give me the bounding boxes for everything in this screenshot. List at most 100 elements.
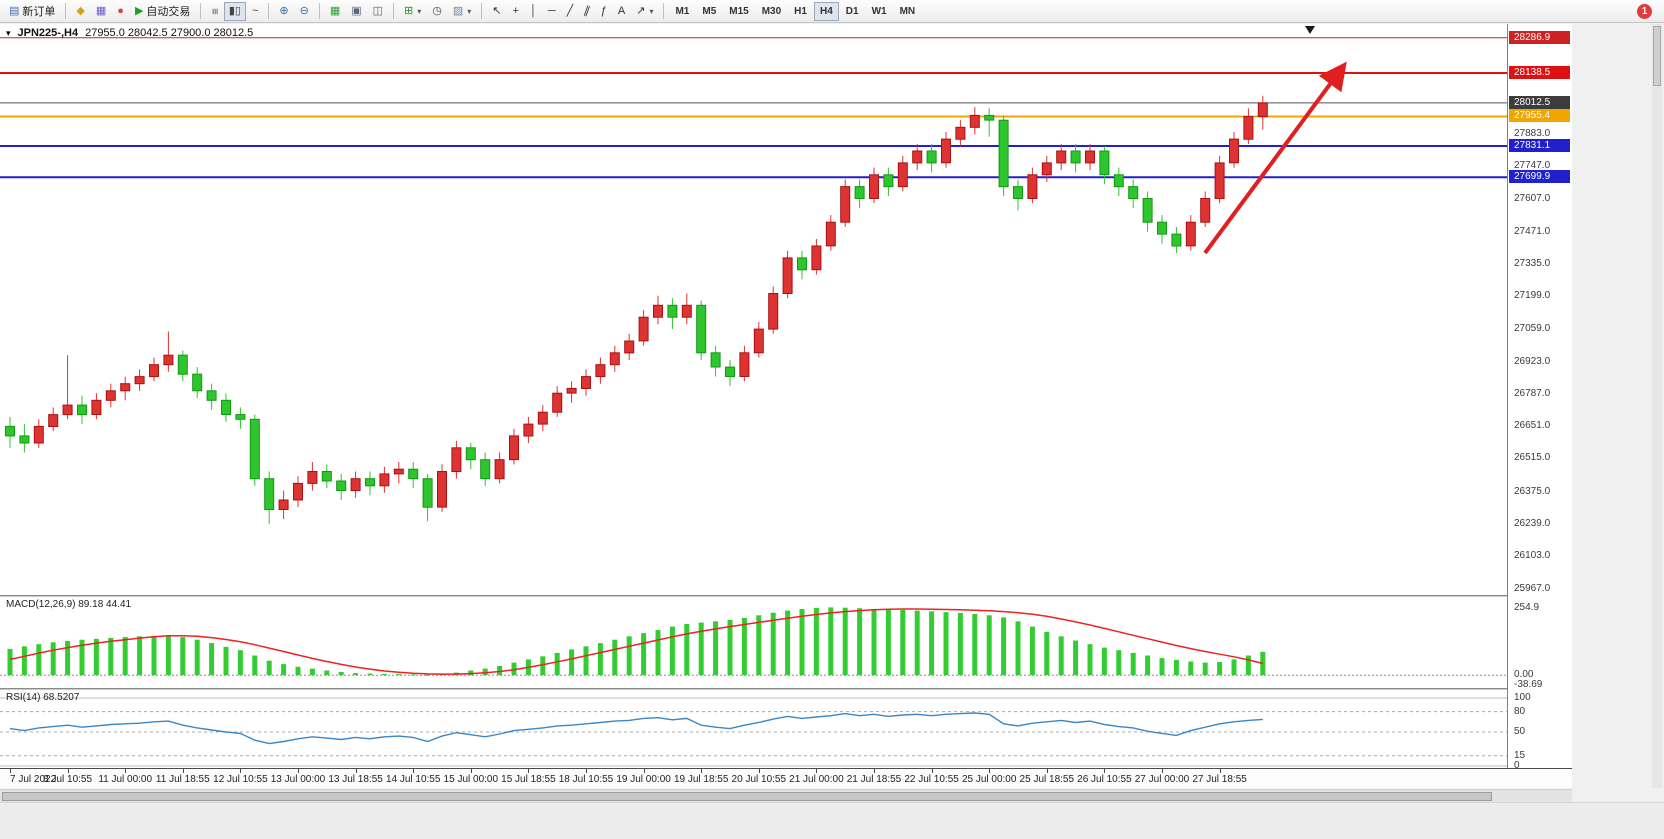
one-click-trading-toggle[interactable]: ▾	[6, 27, 11, 38]
timeframe-button-mn[interactable]: MN	[894, 2, 922, 21]
time-axis-label: 25 Jul 18:55	[1019, 774, 1075, 785]
timeframe-button-m15[interactable]: M15	[723, 2, 754, 21]
price-axis-label: 50	[1514, 726, 1526, 737]
timeframe-button-m1[interactable]: M1	[669, 2, 695, 21]
new-chart-button[interactable]: ⊞ ▾	[399, 2, 426, 21]
templates-icon: ▨	[452, 4, 464, 17]
pane-divider-rsi[interactable]	[0, 688, 1572, 690]
navigator-icon: ▦	[95, 4, 107, 17]
toolbar-separator	[200, 3, 202, 19]
time-axis-tick	[758, 769, 760, 773]
cursor-tool-icon: ↖	[492, 4, 502, 17]
price-axis-label: 26515.0	[1514, 452, 1551, 464]
vertical-scrollbar[interactable]	[1652, 24, 1662, 788]
timeframe-button-h4[interactable]: H4	[813, 1, 839, 21]
time-axis-tick	[1219, 769, 1221, 773]
mql5-community-button[interactable]: ●	[112, 2, 129, 21]
price-axis-label: 254.9	[1514, 602, 1540, 614]
horizontal-line-tool-button[interactable]: ─	[543, 2, 561, 21]
bar-chart-button[interactable]: ≡	[206, 2, 222, 21]
cursor-tool-button[interactable]: ↖	[487, 2, 506, 21]
pane-divider-macd[interactable]	[0, 595, 1572, 597]
time-axis-label: 13 Jul 18:55	[328, 774, 383, 785]
time-axis-tick	[182, 769, 184, 773]
navigator-button[interactable]: ▦	[91, 2, 111, 21]
fibonacci-tool-button[interactable]: ƒ	[596, 2, 612, 21]
vertical-scrollbar-thumb[interactable]	[1653, 26, 1661, 86]
time-axis-label: 19 Jul 00:00	[616, 774, 671, 785]
tile-windows-icon: ▦	[329, 4, 341, 17]
market-watch-button[interactable]: ◆	[71, 2, 89, 21]
time-axis[interactable]: 7 Jul 2022 8 Jul 10:55 11 Jul 00:00 11 Jul …	[0, 768, 1572, 788]
crosshair-tool-button[interactable]: +	[508, 2, 524, 21]
time-axis-label: 25 Jul 00:00	[961, 774, 1017, 785]
macd-pane[interactable]: MACD(12,26,9) 89.18 44.41	[0, 597, 1507, 688]
trendline-tool-button[interactable]: ╱	[562, 2, 579, 21]
price-badge: 27955.4	[1509, 109, 1570, 123]
fibonacci-tool-icon: ƒ	[600, 4, 607, 17]
timeframe-button-d1[interactable]: D1	[840, 2, 865, 21]
macd-histogram	[7, 607, 1266, 676]
timeframe-button-w1[interactable]: W1	[866, 2, 893, 21]
vertical-line-tool-button[interactable]: │	[525, 2, 542, 21]
price-axis-label: 26239.0	[1514, 518, 1551, 529]
auto-trading-icon: ▶	[134, 4, 144, 17]
zoom-in-button[interactable]: ⊕	[274, 2, 293, 21]
toolbar-separator	[393, 3, 395, 19]
new-order-button[interactable]: ▤ 新订单	[4, 2, 60, 21]
candlestick-chart-button[interactable]: ▮▯	[223, 1, 246, 21]
price-axis-label: -38.69	[1514, 679, 1543, 691]
window-footer	[0, 802, 1664, 839]
cascade-windows-button[interactable]: ▣	[346, 2, 366, 21]
symbol-period-label: JPN225-,H4	[17, 27, 79, 39]
price-axis-label: 27471.0	[1514, 225, 1551, 237]
channel-tool-button[interactable]: ∥	[579, 2, 595, 21]
horizontal-scrollbar-thumb[interactable]	[2, 792, 1492, 801]
market-watch-icon: ◆	[76, 4, 85, 17]
horizontal-line-objects[interactable]	[0, 37, 1507, 179]
templates-button[interactable]: ▨ ▾	[448, 2, 476, 21]
arrows-tool-button[interactable]: ↗ ▾	[631, 2, 658, 21]
time-axis-label: 13 Jul 00:00	[270, 774, 326, 785]
auto-trading-button[interactable]: ▶ 自动交易	[130, 2, 195, 21]
timeframe-button-m5[interactable]: M5	[696, 2, 722, 21]
zoom-out-button[interactable]: ⊖	[295, 2, 314, 21]
line-chart-button[interactable]: ~	[247, 2, 263, 21]
main-chart-svg	[0, 26, 1507, 524]
channel-tool-icon: ∥	[582, 3, 592, 18]
time-axis-tick	[643, 769, 645, 773]
period-clock-button[interactable]: ◷	[427, 2, 447, 21]
price-axis-label: 27747.0	[1514, 159, 1551, 171]
rsi-pane[interactable]: RSI(14) 68.5207	[0, 690, 1507, 768]
chart-shift-marker[interactable]	[1305, 26, 1315, 34]
price-badge: 27831.1	[1509, 139, 1570, 152]
toolbar-items: ▤ 新订单 ◆ ▦ ● ▶ 自动交易 ≡ ▮▯ ~ ⊕ ⊖ ▦ ▣ ◫ ⊞ ▾ ◷ ▨ ▾ ↖ + │ ─ ╱ ∥ ƒ A ↗ ▾ M1 M5…	[4, 0, 1637, 22]
time-axis-tick	[10, 769, 11, 773]
notification-badge[interactable]: 1	[1637, 3, 1652, 19]
chart-plot-area[interactable]: ▾ JPN225-,H4 27955.0 28042.5 27900.0 280…	[0, 24, 1507, 595]
price-axis-label: 26651.0	[1514, 420, 1551, 432]
time-axis-tick	[701, 769, 703, 773]
time-axis-tick	[816, 769, 818, 773]
price-axis-label: 27883.0	[1514, 127, 1551, 139]
period-clock-icon: ◷	[432, 4, 442, 17]
time-axis-label: 11 Jul 00:00	[98, 774, 153, 785]
time-axis-tick	[1162, 769, 1163, 773]
tile-vertical-icon: ◫	[372, 4, 384, 17]
tile-vertical-button[interactable]: ◫	[368, 2, 388, 21]
price-axis-label: 0	[1514, 760, 1520, 771]
text-tool-button[interactable]: A	[613, 2, 630, 21]
candlesticks	[5, 95, 1268, 524]
trend-arrow-object[interactable]	[1203, 61, 1347, 255]
cascade-windows-icon: ▣	[351, 4, 362, 17]
time-axis-label: 27 Jul 18:55	[1192, 774, 1247, 785]
price-axis[interactable]: 27883.0 27747.0 27607.0 27471.0 27335.0 27199…	[1507, 24, 1572, 771]
price-axis-label: 0.00	[1514, 669, 1534, 681]
price-badge: 27699.9	[1509, 170, 1570, 184]
horizontal-scrollbar[interactable]	[0, 789, 1572, 802]
timeframe-button-m30[interactable]: M30	[756, 2, 787, 21]
time-axis-label: 18 Jul 10:55	[558, 774, 614, 785]
timeframe-button-h1[interactable]: H1	[788, 2, 813, 21]
tile-windows-button[interactable]: ▦	[325, 2, 345, 21]
